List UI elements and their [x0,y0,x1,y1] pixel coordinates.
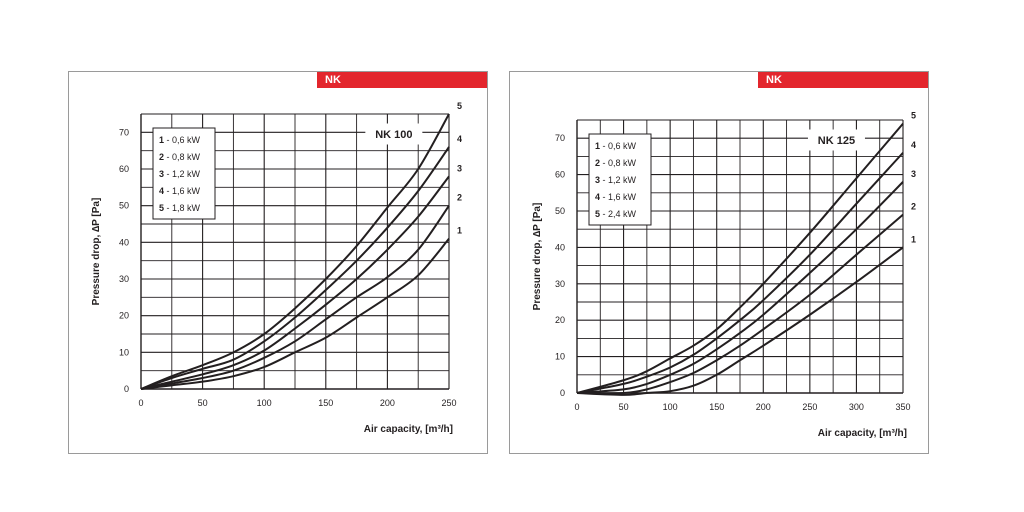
series-end-label: 4 [457,134,462,144]
legend-entry: 3 - 1,2 kW [159,169,201,179]
y-tick-label: 10 [555,352,565,362]
series-line-1 [576,246,904,396]
series-line-5 [140,113,450,390]
y-axis-label: Pressure drop, ∆P [Pa] [91,198,102,306]
y-tick-label: 30 [555,279,565,289]
x-tick-label: 250 [802,402,817,412]
model-label: NK 100 [375,129,412,141]
legend-entry: 3 - 1,2 kW [595,175,637,185]
y-tick-label: 40 [119,237,129,247]
chart-panel-nk125: NK 0 50 100 150 200 250 300 350 0 10 20 30 40 50 60 70 A… [509,71,929,454]
y-tick-label: 70 [119,127,129,137]
series-end-label: 2 [911,202,916,212]
y-tick-label: 60 [119,164,129,174]
series-line-4 [576,152,904,394]
chart-panel-nk100: NK 0 50 100 150 200 250 0 10 20 30 40 50 60 70 Air cap… [68,71,488,454]
y-tick-label: 0 [124,384,129,394]
y-tick-label: 50 [119,201,129,211]
y-tick-label: 60 [555,170,565,180]
series-line-3 [576,181,904,394]
x-axis-label: Air capacity, [m³/h] [818,428,907,439]
y-tick-label: 20 [119,311,129,321]
x-tick-label: 0 [138,398,143,408]
x-tick-label: 0 [574,402,579,412]
chart-nk100: 0 50 100 150 200 250 0 10 20 30 40 50 60 70 Air capaci… [91,101,462,435]
y-tick-label: 30 [119,274,129,284]
legend-entry: 1 - 0,6 kW [595,141,637,151]
x-tick-label: 100 [257,398,272,408]
legend-entry: 4 - 1,6 kW [595,192,637,202]
y-axis-label: Pressure drop, ∆P [Pa] [532,203,543,311]
series-end-label: 4 [911,140,916,150]
x-axis-label: Air capacity, [m³/h] [364,424,453,435]
y-tick-label: 20 [555,315,565,325]
series-line-4 [140,146,450,390]
series-tag: NK [758,72,928,88]
y-tick-label: 70 [555,133,565,143]
series-line-3 [140,175,450,390]
series-end-label: 5 [911,111,916,121]
legend-box [152,127,216,220]
model-box [807,129,865,151]
y-tick-label: 0 [560,388,565,398]
legend-entry: 5 - 1,8 kW [159,203,201,213]
x-tick-label: 250 [441,398,456,408]
x-tick-label: 50 [198,398,208,408]
legend-box [588,133,652,226]
series-line-5 [576,122,904,394]
x-tick-label: 350 [895,402,910,412]
series-end-label: 3 [911,169,916,179]
series-line-1 [140,238,450,390]
series-end-label: 5 [457,101,462,111]
legend-entry: 4 - 1,6 kW [159,186,201,196]
model-box [365,123,423,145]
chart-nk125: 0 50 100 150 200 250 300 350 0 10 20 30 40 50 60 70 Air … [532,111,916,439]
series-end-label: 1 [457,226,462,236]
legend-entry: 5 - 2,4 kW [595,209,637,219]
legend-entry: 1 - 0,6 kW [159,135,201,145]
series-line-2 [140,205,450,390]
x-tick-label: 150 [318,398,333,408]
model-label: NK 125 [818,135,855,147]
series-end-label: 1 [911,234,916,244]
x-tick-label: 300 [849,402,864,412]
legend-entry: 2 - 0,8 kW [595,158,637,168]
series-tag: NK [317,72,487,88]
legend-entry: 2 - 0,8 kW [159,152,201,162]
series-end-label: 2 [457,193,462,203]
x-tick-label: 200 [380,398,395,408]
x-tick-label: 100 [663,402,678,412]
y-tick-label: 40 [555,242,565,252]
y-tick-label: 50 [555,206,565,216]
series-end-label: 3 [457,163,462,173]
x-tick-label: 50 [619,402,629,412]
x-tick-label: 150 [709,402,724,412]
y-tick-label: 10 [119,347,129,357]
x-tick-label: 200 [756,402,771,412]
series-line-2 [576,213,904,395]
